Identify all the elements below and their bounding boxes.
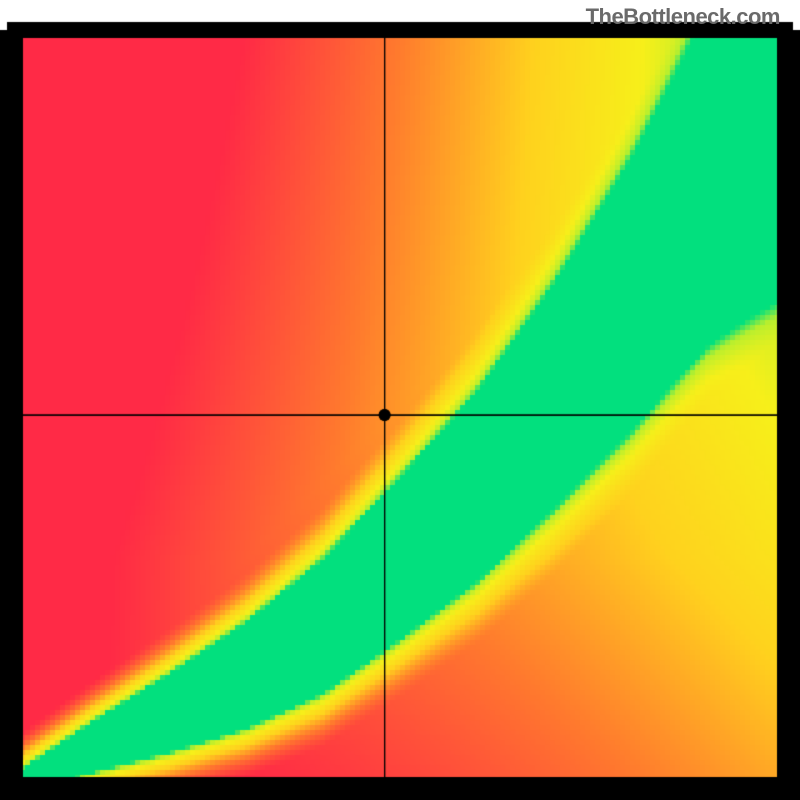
- chart-container: TheBottleneck.com: [0, 0, 800, 800]
- watermark-text: TheBottleneck.com: [586, 4, 780, 30]
- heatmap-canvas: [0, 0, 800, 800]
